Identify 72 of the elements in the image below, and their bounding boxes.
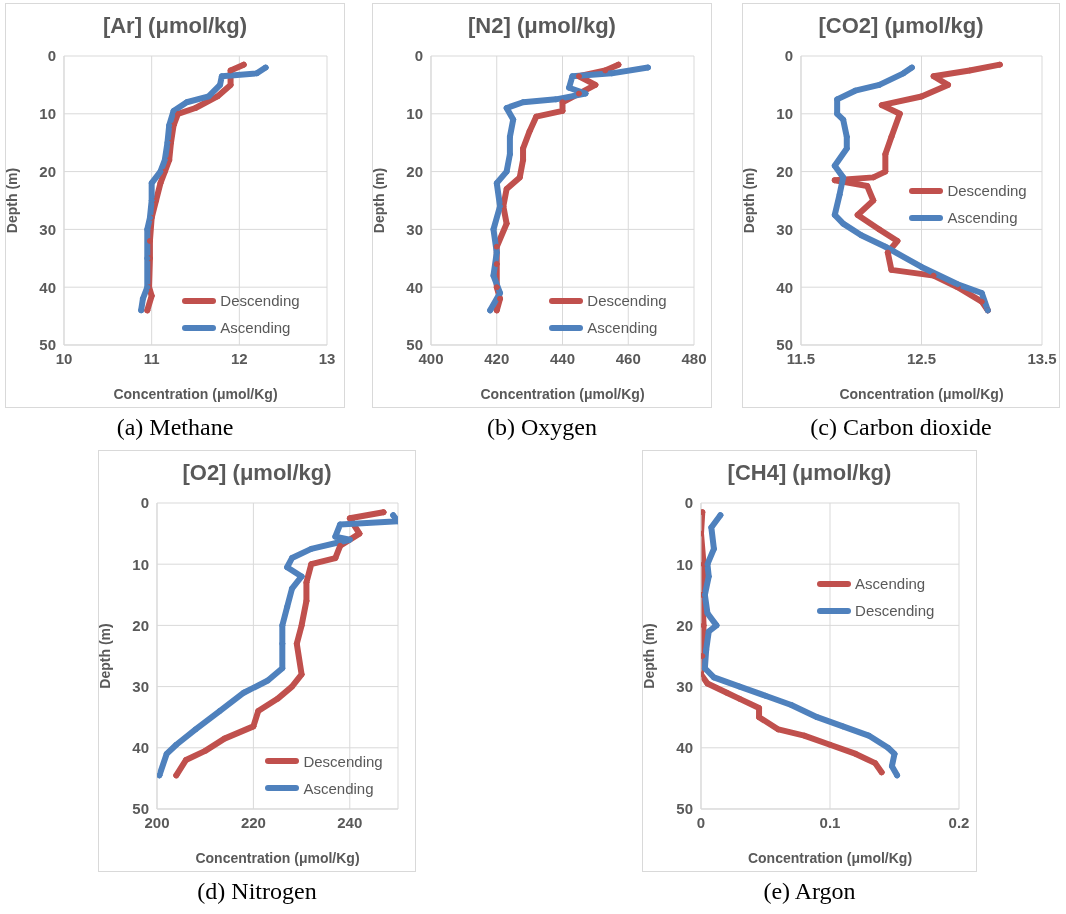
- legend-label: Ascending: [587, 319, 658, 337]
- x-tick-label: 240: [337, 813, 363, 831]
- legend-label: Descending: [303, 752, 383, 770]
- y-tick-label: 20: [676, 616, 693, 634]
- y-tick-label: 30: [776, 220, 793, 238]
- chart-title: [O2] (μmol/kg): [181, 459, 333, 487]
- legend-label: Descending: [855, 602, 935, 620]
- chart-title: [N2] (μmol/kg): [467, 12, 617, 40]
- chart-title: [CO2] (μmol/kg): [817, 12, 985, 40]
- x-axis-title: Concentration (μmol/Kg): [747, 850, 913, 866]
- y-tick-label: 40: [39, 278, 56, 296]
- y-tick-label: 50: [39, 336, 56, 354]
- y-tick-label: 0: [414, 47, 423, 65]
- x-tick-label: 12: [230, 349, 248, 367]
- y-tick-label: 40: [776, 278, 793, 296]
- text: (e) Argon: [762, 878, 857, 905]
- x-tick-label: 0: [696, 813, 706, 831]
- x-tick-label: 480: [681, 349, 707, 367]
- x-tick-label: 11: [143, 349, 160, 367]
- text: (d) Nitrogen: [196, 878, 318, 905]
- y-tick-label: 10: [132, 555, 149, 573]
- x-tick-label: 0.1: [819, 813, 841, 831]
- y-axis-title: Depth (m): [640, 623, 657, 689]
- x-axis-title: Concentration (μmol/Kg): [113, 386, 278, 402]
- x-tick-label: 12.5: [906, 349, 937, 367]
- y-tick-label: 30: [39, 220, 56, 238]
- chart-title: [Ar] (μmol/kg): [101, 12, 249, 40]
- y-axis-title: Depth (m): [96, 623, 113, 689]
- y-axis-title: Depth (m): [370, 167, 387, 234]
- legend-label: Ascending: [220, 319, 291, 337]
- x-tick-label: 13.5: [1027, 349, 1057, 367]
- legend-label: Descending: [220, 292, 300, 310]
- y-tick-label: 20: [406, 162, 423, 180]
- legend-label: Descending: [947, 182, 1027, 200]
- x-tick-label: 460: [615, 349, 641, 367]
- x-tick-label: 13: [318, 349, 336, 367]
- x-axis-title: Concentration (μmol/Kg): [480, 386, 645, 402]
- y-tick-label: 0: [784, 47, 793, 65]
- text: (a) Methane: [115, 414, 235, 441]
- y-tick-label: 10: [39, 105, 56, 123]
- chart-title: [CH4] (μmol/kg): [726, 459, 893, 487]
- legend-label: Ascending: [855, 575, 926, 593]
- y-tick-label: 10: [776, 105, 793, 123]
- y-tick-label: 10: [406, 105, 423, 123]
- y-tick-label: 50: [676, 800, 693, 818]
- text: (c) Carbon dioxide: [809, 414, 993, 441]
- x-axis-title: Concentration (μmol/Kg): [195, 850, 360, 866]
- y-tick-label: 10: [676, 555, 693, 573]
- y-tick-label: 0: [140, 494, 149, 512]
- y-axis-title: Depth (m): [3, 167, 20, 234]
- legend-label: Ascending: [303, 779, 374, 797]
- legend-label: Descending: [587, 292, 667, 310]
- x-tick-label: 220: [240, 813, 266, 831]
- y-tick-label: 30: [676, 677, 693, 695]
- y-tick-label: 20: [776, 162, 793, 180]
- x-tick-label: 440: [549, 349, 576, 367]
- x-tick-label: 0.2: [948, 813, 970, 831]
- x-tick-label: 10: [55, 349, 73, 367]
- x-axis-title: Concentration (μmol/Kg): [839, 386, 1004, 402]
- y-tick-label: 40: [132, 739, 149, 757]
- y-tick-label: 0: [47, 47, 56, 65]
- x-tick-label: 420: [484, 349, 510, 367]
- y-tick-label: 20: [132, 616, 149, 634]
- y-tick-label: 20: [39, 162, 56, 180]
- legend-label: Ascending: [947, 209, 1018, 227]
- text: (b) Oxygen: [486, 414, 598, 441]
- y-axis-title: Depth (m): [740, 167, 757, 234]
- y-tick-label: 40: [676, 739, 693, 757]
- y-tick-label: 30: [132, 677, 149, 695]
- y-tick-label: 40: [406, 278, 423, 296]
- y-tick-label: 30: [406, 220, 423, 238]
- y-tick-label: 0: [684, 494, 693, 512]
